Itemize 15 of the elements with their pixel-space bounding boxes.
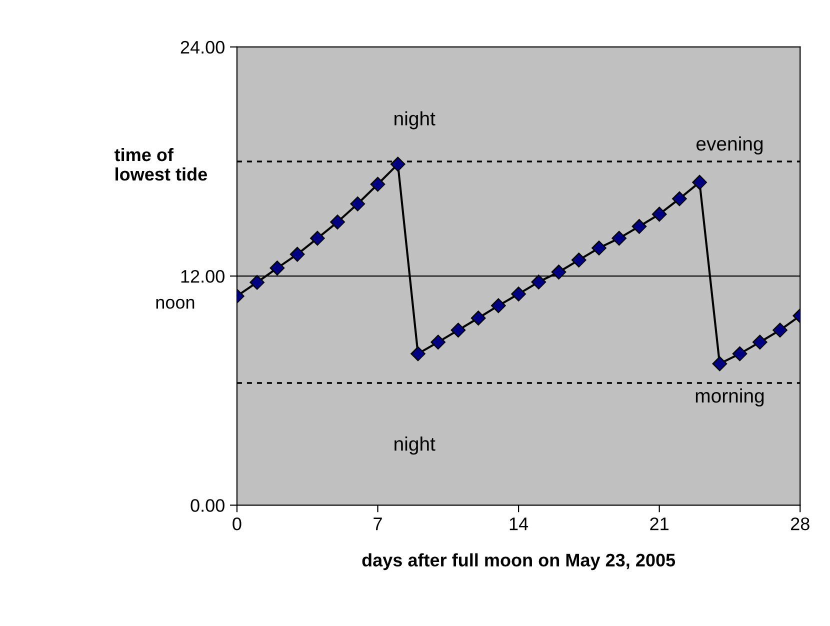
annotation: morning bbox=[696, 388, 764, 407]
y-tick-label: 12.00 bbox=[181, 270, 224, 283]
x-tick-label: 0 bbox=[232, 517, 242, 530]
x-tick-label: 14 bbox=[510, 518, 528, 530]
y-axis-title: time of lowest tide bbox=[114, 148, 207, 181]
x-tick-label: 28 bbox=[790, 517, 810, 530]
x-tick-label: 21 bbox=[650, 517, 668, 530]
x-axis-title: days after full moon on May 23, 2005 bbox=[362, 553, 676, 570]
y-tick-label: 0.00 bbox=[190, 499, 224, 512]
annotation: night bbox=[394, 111, 436, 130]
y-tick-label: 24.00 bbox=[180, 40, 224, 54]
ref-line-label: noon bbox=[156, 298, 194, 309]
x-tick-label: 7 bbox=[374, 518, 382, 530]
annotation: evening bbox=[696, 136, 763, 155]
annotation: night bbox=[394, 436, 436, 455]
